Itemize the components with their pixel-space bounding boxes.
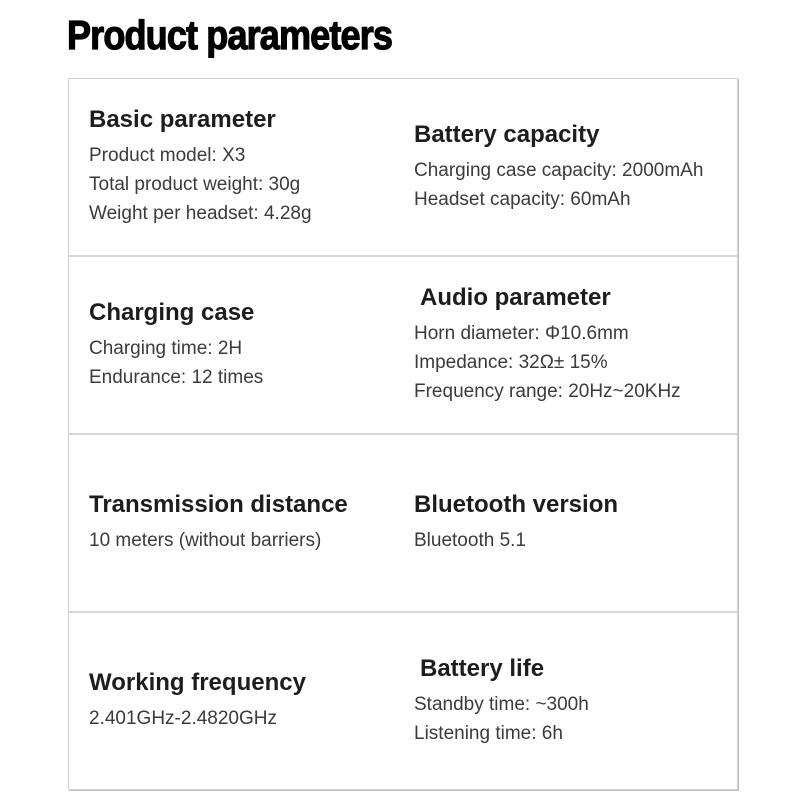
spec-card: Basic parameter Product model: X3 Total … <box>68 78 738 790</box>
spec-line: Charging case capacity: 2000mAh <box>414 159 704 181</box>
section-heading: Working frequency <box>89 669 306 696</box>
spec-line: Bluetooth 5.1 <box>414 530 526 551</box>
spec-row-2: Charging case Charging time: 2H Enduranc… <box>69 255 737 433</box>
spec-line: Impedance: 32Ω± 15% <box>414 352 608 373</box>
section-heading: Charging case <box>89 298 255 326</box>
spec-line: Endurance: 12 times <box>89 366 264 388</box>
section-heading: Battery life <box>420 654 545 682</box>
spec-line: 10 meters (without barriers) <box>89 530 322 551</box>
spec-line: Headset capacity: 60mAh <box>414 188 631 210</box>
spec-row-3: Transmission distance 10 meters (without… <box>69 433 737 611</box>
spec-cell-basic-parameter: Basic parameter Product model: X3 Total … <box>69 79 414 255</box>
spec-row-4: Working frequency 2.401GHz-2.4820GHz Bat… <box>69 611 737 789</box>
spec-line: Listening time: 6h <box>414 722 563 744</box>
spec-line: Product model: X3 <box>89 145 246 166</box>
spec-line: Standby time: ~300h <box>414 693 589 715</box>
spec-line: Horn diameter: Φ10.6mm <box>414 323 629 344</box>
spec-line: 2.401GHz-2.4820GHz <box>89 708 277 729</box>
section-heading: Battery capacity <box>414 120 600 148</box>
spec-cell-transmission-distance: Transmission distance 10 meters (without… <box>69 435 414 611</box>
spec-cell-charging-case: Charging case Charging time: 2H Enduranc… <box>69 257 414 433</box>
spec-line: Charging time: 2H <box>89 337 243 359</box>
spec-cell-bluetooth-version: Bluetooth version Bluetooth 5.1 <box>414 435 737 611</box>
section-heading: Transmission distance <box>89 491 348 518</box>
spec-line: Weight per headset: 4.28g <box>89 203 312 224</box>
spec-cell-working-frequency: Working frequency 2.401GHz-2.4820GHz <box>69 613 414 789</box>
spec-line: Frequency range: 20Hz~20KHz <box>414 381 681 402</box>
section-heading: Basic parameter <box>89 106 276 133</box>
section-heading: Bluetooth version <box>414 491 619 518</box>
spec-cell-battery-life: Battery life Standby time: ~300h Listeni… <box>414 613 737 789</box>
spec-row-1: Basic parameter Product model: X3 Total … <box>69 79 737 255</box>
spec-cell-battery-capacity: Battery capacity Charging case capacity:… <box>414 79 737 255</box>
section-heading: Audio parameter <box>420 284 611 311</box>
spec-line: Total product weight: 30g <box>89 174 301 195</box>
spec-cell-audio-parameter: Audio parameter Horn diameter: Φ10.6mm I… <box>414 257 737 433</box>
page-title: Product parameters <box>66 11 393 58</box>
